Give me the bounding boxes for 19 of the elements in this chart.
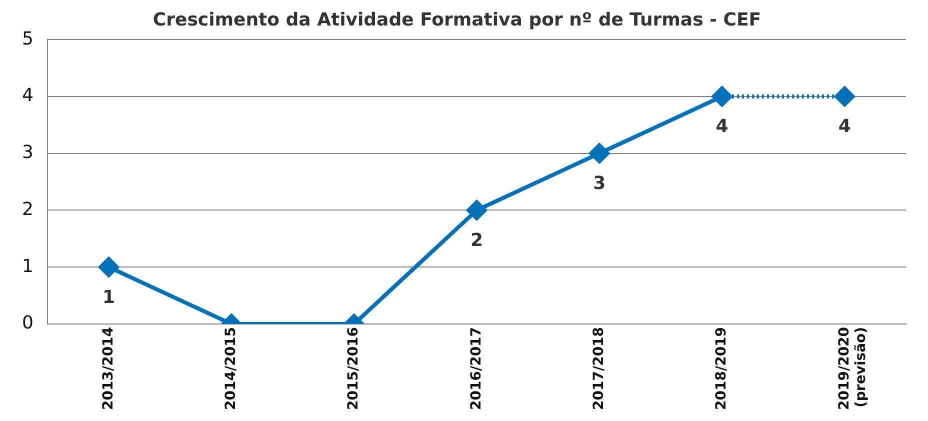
x-tick-label: 2019/2020 (previsão): [836, 326, 870, 410]
y-tick-label: 3: [22, 142, 34, 164]
x-tick-label: 2014/2015: [223, 326, 240, 410]
y-tick-label: 5: [22, 28, 34, 50]
data-label: 1: [102, 286, 116, 308]
y-tick-label: 1: [22, 256, 34, 277]
x-tick-label: 2018/2019: [714, 326, 730, 410]
x-tick-label: 2015/2016: [346, 326, 362, 410]
x-tick-label: 2013/2014: [100, 326, 116, 410]
data-label: 4: [716, 116, 728, 138]
x-tick-label: 2017/2018: [591, 326, 608, 410]
data-label: 2: [470, 230, 483, 251]
data-label: 4: [838, 116, 851, 138]
y-tick-label: 2: [22, 198, 34, 220]
y-tick-label: 4: [22, 85, 34, 106]
y-tick-label: 0: [22, 312, 34, 334]
x-tick-label: 2016/2017: [468, 326, 484, 410]
data-label: 3: [593, 173, 606, 194]
chart-title: Crescimento da Atividade Formativa por nº de Turmas - CEF: [152, 9, 762, 30]
